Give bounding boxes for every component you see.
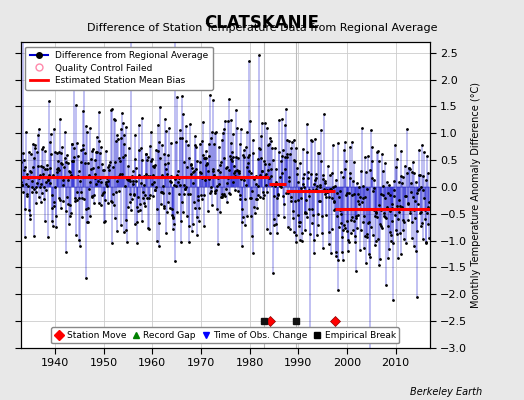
Text: Berkeley Earth: Berkeley Earth	[410, 387, 482, 397]
Text: CLATSKANIE: CLATSKANIE	[204, 14, 320, 32]
Y-axis label: Monthly Temperature Anomaly Difference (°C): Monthly Temperature Anomaly Difference (…	[472, 82, 482, 308]
Legend: Station Move, Record Gap, Time of Obs. Change, Empirical Break: Station Move, Record Gap, Time of Obs. C…	[51, 327, 399, 344]
Text: Difference of Station Temperature Data from Regional Average: Difference of Station Temperature Data f…	[87, 23, 437, 33]
